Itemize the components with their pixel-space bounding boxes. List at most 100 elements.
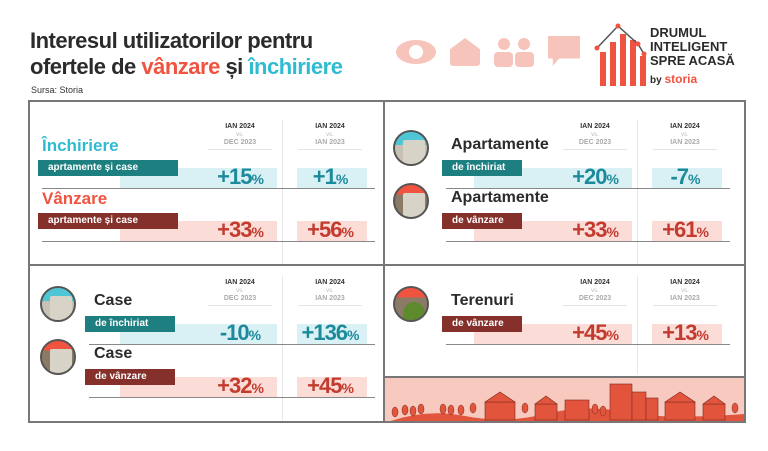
header-current: IAN 2024 <box>670 123 700 130</box>
value-bar-background <box>297 168 367 188</box>
value-unit: % <box>696 224 708 240</box>
value-unit: % <box>606 171 618 187</box>
value-number: +45 <box>572 320 607 345</box>
header-underline <box>653 305 717 306</box>
column-header: IAN 2024 vs. IAN 2023 <box>285 279 375 303</box>
logo-line: SPRE ACASĂ <box>650 53 735 68</box>
value-bar-background <box>297 324 367 344</box>
value-mom: +20% <box>550 164 640 190</box>
header-previous: DEC 2023 <box>223 295 257 302</box>
header-previous: IAN 2023 <box>315 139 345 146</box>
logo-line: INTELIGENT <box>650 39 728 54</box>
header-vs: vs. <box>326 132 334 138</box>
row-separator <box>89 344 375 345</box>
panel-overall: IAN 2024 vs. DEC 2023 IAN 2024 vs. IAN 2023 În… <box>30 102 383 264</box>
value-number: +33 <box>217 217 252 242</box>
column-header: IAN 2024 vs. DEC 2023 <box>550 123 640 147</box>
logo-line: DRUMUL <box>650 25 707 40</box>
horizontal-divider <box>28 264 746 266</box>
value-mom: +15% <box>195 164 285 190</box>
row-label: de închiriat <box>85 316 175 332</box>
row-separator <box>446 344 730 345</box>
value-yoy: +56% <box>285 217 375 243</box>
column-header: IAN 2024 vs. DEC 2023 <box>550 279 640 303</box>
eye-icon <box>396 40 436 64</box>
column-header: IAN 2024 vs. DEC 2023 <box>195 123 285 147</box>
value-bar-background <box>297 377 367 397</box>
value-unit: % <box>335 171 348 187</box>
header-previous: IAN 2023 <box>315 295 345 302</box>
logo-by: by <box>650 75 662 86</box>
value-unit: % <box>606 327 618 343</box>
value-number: -7 <box>670 164 689 189</box>
header-vs: vs. <box>236 132 244 138</box>
logo-brand: by storia <box>650 72 697 86</box>
house-icon <box>450 38 480 66</box>
row-title: Terenuri <box>451 292 514 309</box>
row-title: Case <box>94 345 133 362</box>
header-underline <box>298 149 362 150</box>
value-number: +136 <box>301 320 348 345</box>
column-divider <box>637 120 638 264</box>
header-current: IAN 2024 <box>580 123 610 130</box>
header-vs: vs. <box>591 132 599 138</box>
row-separator <box>446 188 730 189</box>
header-previous: IAN 2023 <box>670 295 700 302</box>
header-current: IAN 2024 <box>670 279 700 286</box>
value-yoy: +136% <box>285 320 375 346</box>
header-current: IAN 2024 <box>225 279 255 286</box>
page-title-line1: Interesul utilizatorilor pentru <box>30 28 313 53</box>
apartment-building-image <box>393 130 429 166</box>
panel-apartments: IAN 2024 vs. DEC 2023 IAN 2024 vs. IAN 2023 Ap… <box>385 102 744 264</box>
title-text: ofertele de <box>30 54 142 79</box>
column-divider <box>637 276 638 374</box>
value-yoy: +1% <box>285 164 375 190</box>
value-number: +13 <box>662 320 697 345</box>
header-previous: DEC 2023 <box>223 139 257 146</box>
value-unit: % <box>606 224 618 240</box>
logo-chart-icon <box>594 23 647 86</box>
value-unit: % <box>341 380 353 396</box>
image-detail <box>50 349 72 373</box>
value-number: +45 <box>307 373 342 398</box>
value-bar-background <box>297 221 367 241</box>
header-current: IAN 2024 <box>225 123 255 130</box>
skyline-icon <box>390 383 744 421</box>
value-number: +20 <box>572 164 607 189</box>
header-underline <box>563 305 627 306</box>
content-frame <box>28 100 746 423</box>
value-unit: % <box>696 327 708 343</box>
row-label: de vânzare <box>442 316 522 332</box>
value-unit: % <box>341 224 353 240</box>
header-previous: DEC 2023 <box>578 295 612 302</box>
page-title-line2: ofertele de vânzare și închiriere <box>30 54 343 80</box>
row-label: de închiriat <box>442 160 522 176</box>
header-current: IAN 2024 <box>315 279 345 286</box>
column-divider <box>282 276 283 421</box>
image-detail <box>403 302 425 320</box>
header-vs: vs. <box>326 288 334 294</box>
value-unit: % <box>251 380 263 396</box>
row-title: Case <box>94 292 133 309</box>
value-mom: +33% <box>195 217 285 243</box>
header-vs: vs. <box>236 288 244 294</box>
row-label: aprtamente și case <box>38 213 178 229</box>
value-mom: +32% <box>195 373 285 399</box>
header-previous: DEC 2023 <box>578 139 612 146</box>
person-head <box>518 38 530 50</box>
row-title: Apartamente <box>451 189 549 206</box>
image-detail <box>403 193 425 217</box>
row-separator <box>42 241 375 242</box>
header-current: IAN 2024 <box>315 123 345 130</box>
header-underline <box>208 305 272 306</box>
value-yoy: +61% <box>640 217 730 243</box>
panel-land: IAN 2024 vs. DEC 2023 IAN 2024 vs. IAN 2023 Te… <box>385 266 744 374</box>
column-header: IAN 2024 vs. DEC 2023 <box>195 279 285 303</box>
row-label: de vânzare <box>85 369 175 385</box>
header-current: IAN 2024 <box>580 279 610 286</box>
value-bar-background <box>652 168 722 188</box>
header-vs: vs. <box>681 288 689 294</box>
value-number: +32 <box>217 373 252 398</box>
value-yoy: -7% <box>640 164 730 190</box>
value-number: +61 <box>662 217 697 242</box>
